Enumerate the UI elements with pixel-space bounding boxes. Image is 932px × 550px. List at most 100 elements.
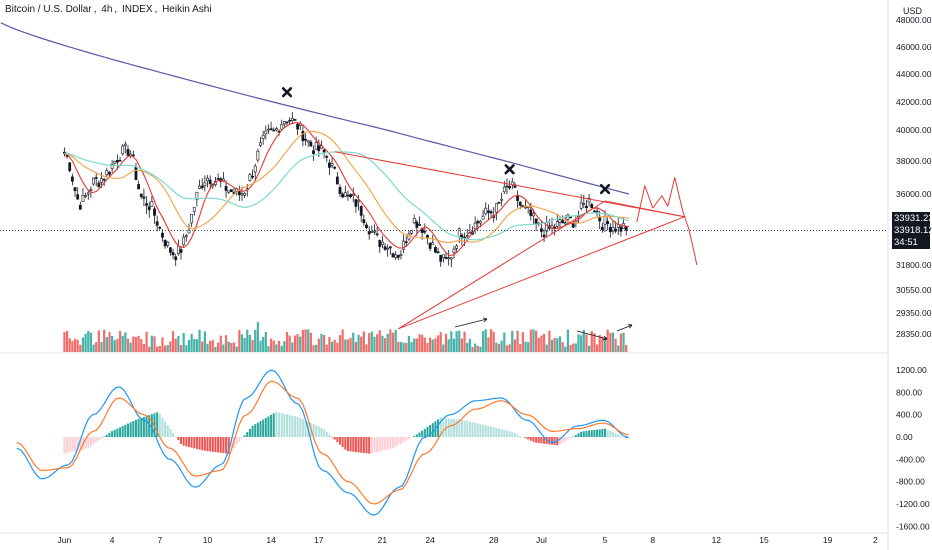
volume-bar <box>588 345 591 352</box>
macd-histogram-bar <box>320 427 323 437</box>
ma-red-line <box>64 122 629 257</box>
candle-body <box>600 226 604 231</box>
macd-histogram-bar <box>590 430 593 437</box>
candle-body <box>378 240 382 247</box>
candle-body <box>375 233 379 236</box>
candle-body <box>590 204 594 209</box>
macd-histogram-bar <box>180 437 183 444</box>
header-interval: 4h <box>101 4 113 15</box>
macd-histogram-bar <box>243 435 246 437</box>
volume-bar <box>444 333 448 352</box>
macd-histogram-bar <box>87 437 90 448</box>
volume-bar <box>532 329 535 352</box>
macd-histogram-bar <box>132 421 135 437</box>
volume-bar <box>103 329 106 352</box>
volume-bar <box>360 336 363 352</box>
macd-histogram-bar <box>92 437 95 445</box>
volume-bar <box>270 338 273 352</box>
candle-body <box>76 194 80 200</box>
volume-bar <box>193 339 196 352</box>
macd-histogram-bar <box>452 419 455 437</box>
candle-body <box>359 206 363 216</box>
volume-bar <box>598 335 601 352</box>
candle-body <box>176 245 180 254</box>
candle-body <box>497 202 501 204</box>
volume-bar <box>267 346 270 352</box>
macd-histogram-bar <box>397 437 400 446</box>
volume-bar <box>224 335 228 352</box>
volume-bar <box>171 330 175 352</box>
candle-body <box>386 247 390 250</box>
volume-arrow-3-head <box>627 324 633 329</box>
candle-body <box>608 227 612 233</box>
candle-body <box>105 170 109 176</box>
candle-body <box>169 247 172 253</box>
macd-histogram-bar <box>214 437 217 453</box>
candle-body <box>457 228 461 238</box>
price-tick-label: 36000.00 <box>896 189 932 199</box>
macd-histogram-bar <box>413 435 416 437</box>
volume-bar <box>71 341 74 352</box>
volume-bar <box>537 337 540 352</box>
volume-bar <box>548 330 551 352</box>
candle-body <box>134 166 138 180</box>
volume-bar <box>399 341 403 352</box>
macd-histogram-bar <box>498 428 501 437</box>
candle-body <box>362 219 366 224</box>
volume-bar <box>304 329 307 352</box>
volume-bar <box>126 338 130 352</box>
macd-histogram-bar <box>577 433 580 437</box>
macd-histogram-bar <box>339 437 342 445</box>
macd-histogram-bar <box>113 429 116 437</box>
volume-bar <box>246 329 249 352</box>
volume-bar <box>137 335 140 352</box>
volume-bar <box>288 335 291 352</box>
volume-bar <box>455 331 458 352</box>
macd-histogram-bar <box>505 430 508 437</box>
volume-arrow-2 <box>576 330 608 340</box>
macd-histogram-bar <box>458 419 461 437</box>
candle-body <box>441 254 445 259</box>
volume-bar <box>482 331 485 352</box>
candle-body <box>229 189 233 192</box>
candle-body <box>161 232 164 238</box>
macd-histogram-bar <box>111 431 114 437</box>
macd-histogram-bar <box>564 437 567 442</box>
candle-body <box>70 176 74 182</box>
macd-histogram-bar <box>543 437 546 444</box>
volume-bar <box>492 331 495 352</box>
volume-bar <box>354 342 358 352</box>
volume-bar <box>426 342 429 352</box>
candle-body <box>108 171 111 175</box>
candle-body <box>137 184 141 190</box>
volume-bar <box>580 335 583 352</box>
header-separator-3: , <box>154 4 161 15</box>
volume-bar <box>238 329 241 352</box>
macd-histogram-bar <box>415 434 418 437</box>
macd-histogram-bar <box>299 417 302 437</box>
macd-histogram-bar <box>301 419 304 437</box>
volume-bar <box>272 340 275 352</box>
candle-body <box>256 150 260 161</box>
time-tick-label: 24 <box>425 535 435 545</box>
candle-body <box>465 235 469 237</box>
macd-histogram-bar <box>429 425 432 437</box>
volume-bar <box>275 344 278 352</box>
volume-bar <box>217 342 220 352</box>
candle-body <box>166 241 170 246</box>
volume-bar <box>81 337 85 352</box>
candle-body <box>449 257 453 260</box>
volume-bar <box>251 340 254 352</box>
macd-histogram-bar <box>206 437 209 452</box>
volume-bar <box>203 331 206 352</box>
volume-bar <box>174 338 177 352</box>
macd-histogram-bar <box>622 436 625 438</box>
volume-bar <box>487 337 490 352</box>
macd-histogram-bar <box>368 437 371 454</box>
macd-histogram-bar <box>423 428 426 437</box>
macd-histogram-bar <box>384 437 387 451</box>
volume-bar <box>124 332 127 352</box>
volume-bar <box>431 339 434 352</box>
